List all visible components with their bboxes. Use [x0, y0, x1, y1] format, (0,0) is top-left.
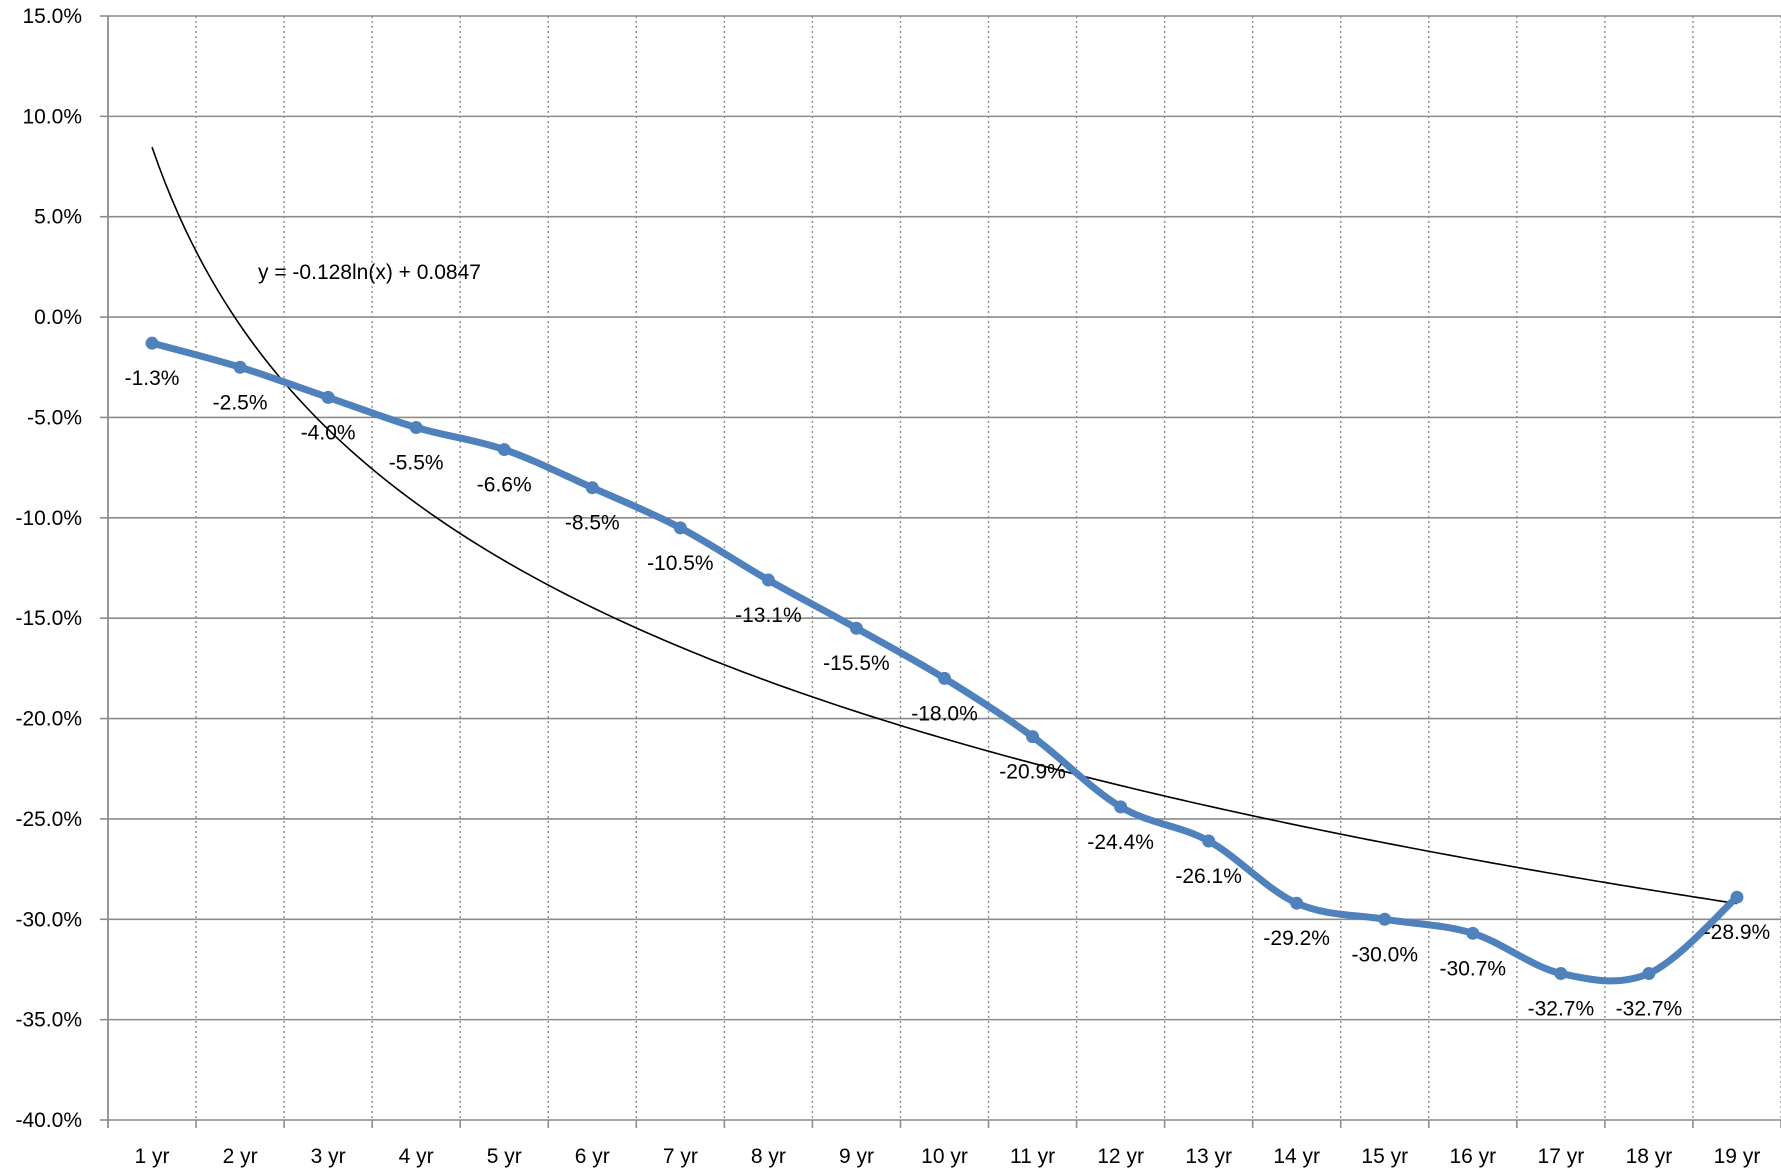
x-tick-label: 5 yr	[487, 1145, 522, 1168]
y-tick-label: -20.0%	[15, 708, 82, 731]
data-point-marker	[497, 443, 511, 457]
trendline-equation: y = -0.128ln(x) + 0.0847	[258, 261, 481, 284]
data-label: -26.1%	[1175, 865, 1242, 888]
data-point-marker	[1114, 800, 1128, 814]
y-tick-label: -25.0%	[15, 808, 82, 831]
data-label: -30.0%	[1351, 943, 1418, 966]
series-group	[145, 336, 1744, 985]
x-tick-label: 2 yr	[223, 1145, 258, 1168]
data-point-marker	[321, 390, 335, 404]
y-tick-label: -15.0%	[15, 607, 82, 630]
x-tick-label: 12 yr	[1097, 1145, 1144, 1168]
x-tick-label: 19 yr	[1714, 1145, 1761, 1168]
data-point-marker	[1466, 926, 1480, 940]
data-label: -4.0%	[301, 421, 356, 444]
data-point-marker	[673, 521, 687, 535]
y-tick-label: -40.0%	[15, 1109, 82, 1132]
x-tick-label: 13 yr	[1185, 1145, 1232, 1168]
data-point-marker	[1730, 890, 1744, 904]
y-tick-label: 5.0%	[34, 206, 82, 229]
data-point-marker	[585, 481, 599, 495]
y-tick-label: -5.0%	[27, 406, 82, 429]
data-point-marker	[1290, 896, 1304, 910]
data-label: -13.1%	[735, 604, 802, 627]
axes: 15.0% 10.0% 5.0% 0.0% -5.0% -10.0% -15.0% -20.0…	[15, 5, 1781, 1168]
data-label: -1.3%	[125, 367, 180, 390]
x-tick-label: 7 yr	[663, 1145, 698, 1168]
y-tick-label: 10.0%	[22, 105, 82, 128]
data-label: -28.9%	[1704, 921, 1771, 944]
gridlines	[108, 15, 1781, 1121]
y-tick-label: -30.0%	[15, 908, 82, 931]
data-label: -10.5%	[647, 552, 714, 575]
y-tick-label: 0.0%	[34, 306, 82, 329]
x-tick-label: 14 yr	[1273, 1145, 1320, 1168]
data-point-marker	[1554, 966, 1568, 980]
series-line	[148, 339, 1741, 985]
x-tick-label: 17 yr	[1538, 1145, 1585, 1168]
data-label: -20.9%	[999, 761, 1066, 784]
data-label: -29.2%	[1263, 927, 1330, 950]
y-tick-label: 15.0%	[22, 5, 82, 28]
trendline	[151, 146, 1738, 905]
data-label: -15.5%	[823, 652, 890, 675]
data-point-marker	[409, 420, 423, 434]
y-tick-label: -35.0%	[15, 1009, 82, 1032]
data-point-marker	[145, 336, 159, 350]
y-tick-label: -10.0%	[15, 507, 82, 530]
data-label: -5.5%	[389, 451, 444, 474]
trendline-group	[151, 146, 1738, 905]
data-point-marker	[938, 671, 951, 685]
x-tick-label: 3 yr	[311, 1145, 346, 1168]
data-point-marker	[1378, 912, 1392, 926]
x-tick-label: 10 yr	[921, 1145, 968, 1168]
data-label: -24.4%	[1087, 831, 1154, 854]
x-tick-label: 11 yr	[1010, 1145, 1055, 1168]
data-label: -32.7%	[1528, 997, 1595, 1020]
data-point-marker	[233, 360, 247, 374]
data-label: -6.6%	[477, 474, 532, 497]
x-tick-label: 1 yr	[135, 1145, 170, 1168]
data-label: -32.7%	[1616, 997, 1683, 1020]
data-label: -30.7%	[1440, 957, 1507, 980]
x-tick-label: 15 yr	[1361, 1145, 1408, 1168]
data-point-marker	[849, 621, 863, 635]
x-tick-label: 16 yr	[1449, 1145, 1496, 1168]
data-label: -18.0%	[911, 702, 978, 725]
x-tick-label: 18 yr	[1626, 1145, 1673, 1168]
data-labels-group: -1.3% -2.5% -4.0% -5.5% -6.6% -8.5% -10.5% -13.…	[125, 367, 1771, 1020]
x-tick-label: 9 yr	[839, 1145, 874, 1168]
x-tick-label: 6 yr	[575, 1145, 610, 1168]
data-point-marker	[1026, 730, 1040, 744]
data-label: -2.5%	[213, 391, 268, 414]
x-tick-label: 4 yr	[399, 1145, 434, 1168]
data-point-marker	[1202, 834, 1216, 848]
x-tick-label: 8 yr	[751, 1145, 786, 1168]
data-point-marker	[761, 573, 775, 587]
data-label: -8.5%	[565, 512, 620, 535]
data-point-marker	[1642, 966, 1656, 980]
